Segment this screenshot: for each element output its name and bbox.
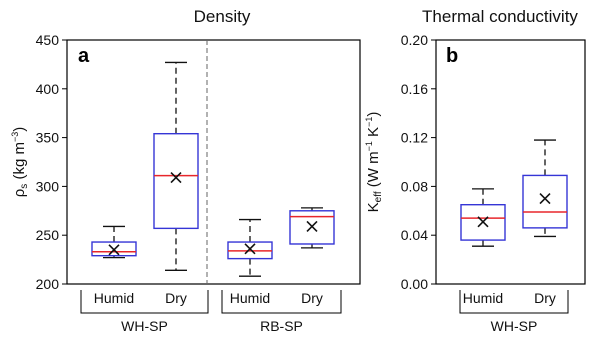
mean-marker [170, 172, 182, 184]
group-label: WH-SP [121, 318, 168, 334]
box-wh-sp-dry [522, 139, 568, 238]
mean-marker [477, 216, 489, 228]
panel-a-y-axis-ticks: 200 250 300 350 400 450 [36, 32, 67, 292]
panel-a-boxes [91, 61, 335, 277]
mean-marker [244, 243, 256, 255]
panel-b-plot-frame [435, 39, 586, 285]
box-wh-sp-humid [91, 225, 137, 259]
y-tick-label: 350 [36, 130, 60, 146]
panel-a-plot-frame [66, 39, 361, 285]
panel-a-title: Density [194, 7, 251, 26]
y-tick-label: 0.16 [401, 81, 428, 97]
panel-a-letter: a [78, 45, 90, 67]
box-rb-sp-humid [227, 218, 273, 277]
y-tick-label: 0.04 [401, 227, 428, 243]
panel-b-x-labels: Humid Dry WH-SP [459, 290, 569, 334]
y-tick-label: 400 [36, 81, 60, 97]
mean-marker [108, 244, 120, 256]
y-tick-label: 0.12 [401, 130, 428, 146]
mean-marker-stroke [244, 243, 256, 255]
category-label: Humid [94, 290, 134, 306]
group-bracket [80, 290, 209, 314]
mean-marker-stroke [170, 172, 182, 184]
mean-marker-stroke [108, 244, 120, 256]
category-label: Humid [230, 290, 270, 306]
y-tick-label: 0.20 [401, 32, 428, 48]
y-tick-label: 0.00 [401, 276, 428, 292]
y-tick-label: 300 [36, 178, 60, 194]
panel-b-title: Thermal conductivity [422, 7, 578, 26]
box-rb-sp-dry [289, 207, 335, 249]
category-label: Dry [301, 290, 323, 306]
y-tick-label: 0.08 [401, 178, 428, 194]
panel-b-ylabel: Keff (W m−1 K−1) [364, 112, 384, 213]
panel-b-letter: b [446, 45, 458, 67]
mean-marker-stroke [539, 193, 551, 205]
y-tick-label: 450 [36, 32, 60, 48]
mean-marker-stroke [306, 220, 318, 232]
box-wh-sp-humid [460, 188, 506, 247]
category-label: Dry [165, 290, 187, 306]
group-bracket [459, 290, 569, 314]
panel-b-y-axis-ticks: 0.00 0.04 0.08 0.12 0.16 0.20 [401, 32, 436, 292]
panel-a-x-labels: Humid Dry WH-SP Humid Dry RB-SP [80, 290, 342, 334]
iqr-box [522, 174, 568, 229]
group-bracket [221, 290, 342, 314]
mean-marker-stroke [477, 216, 489, 228]
box-wh-sp-dry [153, 61, 199, 271]
panel-b-thermal-conductivity: Thermal conductivity b Keff (W m−1 K−1) … [364, 7, 586, 334]
mean-marker [306, 220, 318, 232]
y-tick-label: 200 [36, 276, 60, 292]
y-tick-label: 250 [36, 227, 60, 243]
mean-marker [539, 193, 551, 205]
panel-a-density: Density a ρs (kg m−3) 200 250 300 350 400 450… [10, 7, 361, 334]
panel-b-boxes [460, 139, 568, 247]
panel-a-ylabel: ρs (kg m−3) [10, 127, 30, 197]
category-label: Dry [534, 290, 556, 306]
iqr-box [153, 132, 199, 230]
category-label: Humid [463, 290, 503, 306]
group-label: WH-SP [491, 318, 538, 334]
group-label: RB-SP [260, 318, 303, 334]
